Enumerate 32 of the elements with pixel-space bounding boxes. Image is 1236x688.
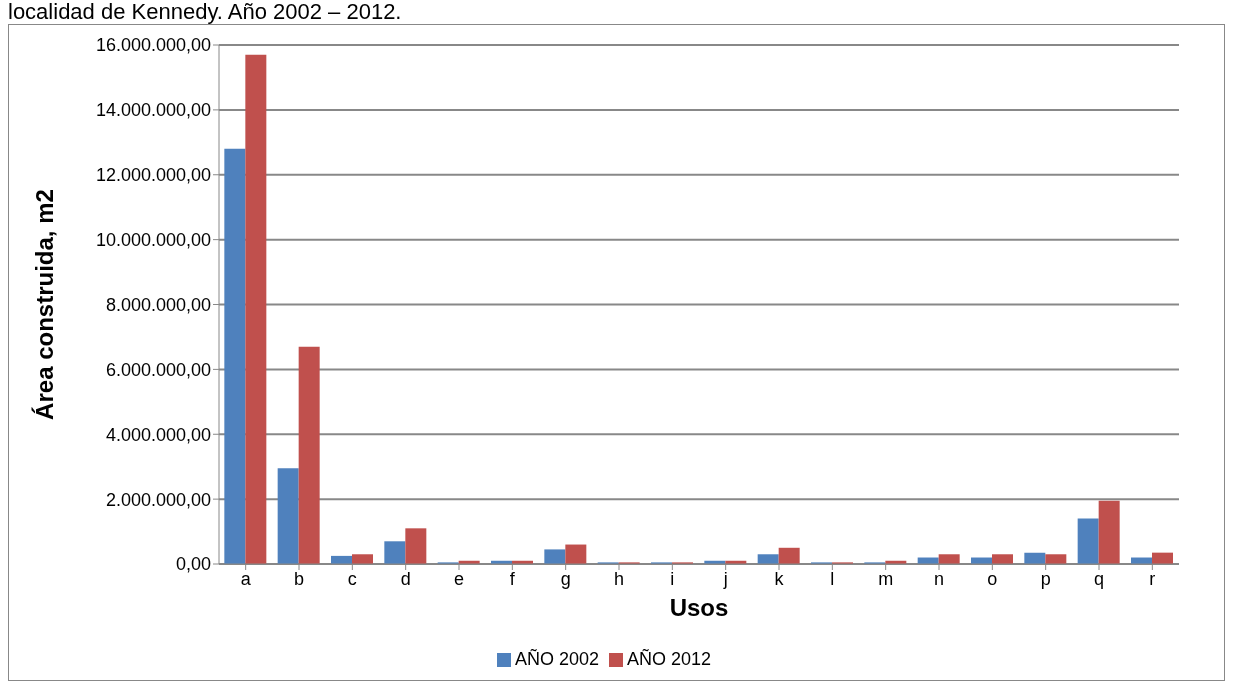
x-tick-label: g <box>560 568 571 589</box>
x-tick-label: p <box>1040 568 1051 589</box>
x-tick-label: a <box>240 568 252 589</box>
x-tick-label: e <box>453 568 465 589</box>
x-tick-label: l <box>830 568 835 589</box>
x-tick-label: i <box>670 568 675 589</box>
y-axis-title: Área construida, m2 <box>30 189 58 420</box>
x-tick-label: o <box>987 568 998 589</box>
x-tick-label: k <box>774 568 785 589</box>
y-tick-label: 14.000.000,00 <box>95 100 211 121</box>
y-tick-label: 10.000.000,00 <box>95 230 211 251</box>
x-tick-label: n <box>933 568 945 589</box>
x-tick-label: d <box>400 568 411 589</box>
x-tick-label: m <box>878 568 894 589</box>
y-tick-label: 2.000.000,00 <box>105 489 211 510</box>
x-tick-label: r <box>1149 568 1156 589</box>
legend-label: AÑO 2012 <box>627 649 712 669</box>
y-tick-label: 16.000.000,00 <box>95 35 211 56</box>
y-tick-label: 8.000.000,00 <box>105 294 211 315</box>
y-tick-label: 12.000.000,00 <box>95 165 211 186</box>
x-tick-label: q <box>1093 568 1105 589</box>
y-tick-label: 4.000.000,00 <box>105 424 211 445</box>
x-tick-label: h <box>613 568 625 589</box>
y-tick-label: 0,00 <box>175 554 211 575</box>
legend-label: AÑO 2002 <box>514 649 599 669</box>
chart-title: localidad de Kennedy. Año 2002 – 2012. <box>8 0 403 24</box>
x-tick-label: f <box>509 568 516 589</box>
x-tick-label: c <box>347 568 357 589</box>
y-tick-label: 6.000.000,00 <box>105 359 211 380</box>
x-tick-label: b <box>293 568 305 589</box>
x-axis-title: Usos <box>669 594 729 621</box>
x-tick-label: j <box>722 568 728 589</box>
